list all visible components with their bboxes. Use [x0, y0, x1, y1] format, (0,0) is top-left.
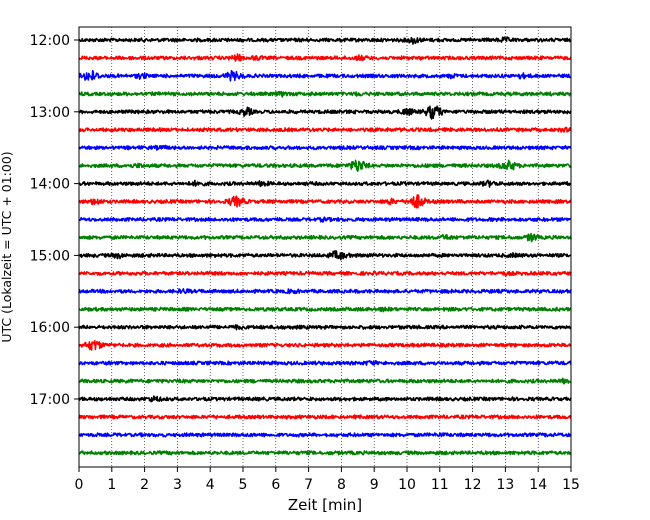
x-tick-label: 10 [398, 477, 416, 493]
trace-1330 [78, 144, 572, 151]
trace-1245 [78, 90, 572, 98]
x-axis-ticks: 0 1 2 3 4 5 6 7 8 9 10 11 12 13 14 15 [75, 467, 580, 493]
x-tick-label: 12 [464, 477, 482, 493]
seismic-traces [78, 36, 572, 456]
x-tick-label: 4 [206, 477, 215, 493]
x-tick-label: 2 [140, 477, 149, 493]
x-tick-label: 9 [370, 477, 379, 493]
x-tick-label: 7 [304, 477, 313, 493]
y-tick-label: 13:00 [30, 105, 70, 121]
trace-1545 [78, 306, 572, 313]
trace-1430 [78, 216, 572, 223]
trace-1500 [78, 250, 572, 261]
trace-1730 [78, 432, 572, 438]
x-tick-label: 3 [173, 477, 182, 493]
trace-1615 [78, 339, 572, 351]
trace-1200 [78, 36, 572, 45]
trace-1230 [78, 69, 572, 82]
x-tick-label: 11 [431, 477, 449, 493]
y-tick-label: 17:00 [30, 392, 70, 408]
trace-1515 [78, 270, 572, 277]
vertical-grid [111, 27, 539, 467]
trace-1345 [78, 159, 572, 172]
x-axis-title: Zeit [min] [288, 496, 362, 514]
y-tick-label: 14:00 [30, 177, 70, 193]
plot-frame [78, 26, 572, 468]
y-tick-label: 12:00 [30, 33, 70, 49]
trace-1745 [78, 450, 572, 456]
trace-1715 [78, 414, 572, 420]
x-tick-label: 1 [107, 477, 116, 493]
trace-1415 [78, 194, 572, 209]
trace-1630 [78, 359, 572, 366]
trace-1400 [78, 179, 572, 188]
trace-1445 [78, 232, 572, 243]
x-tick-label: 13 [496, 477, 514, 493]
x-tick-label: 0 [75, 477, 84, 493]
x-tick-label: 14 [529, 477, 547, 493]
trace-1530 [78, 288, 572, 295]
y-tick-label: 15:00 [30, 248, 70, 264]
y-axis-ticks: 12:00 13:00 14:00 15:00 16:00 17:00 [30, 33, 79, 408]
x-tick-label: 5 [239, 477, 248, 493]
trace-1315 [78, 126, 572, 133]
trace-1600 [78, 324, 572, 331]
y-axis-title: UTC (Lokalzeit = UTC + 01:00) [0, 151, 14, 342]
x-tick-label: 6 [271, 477, 280, 493]
trace-1700 [78, 395, 572, 403]
trace-1300 [78, 105, 572, 120]
y-tick-label: 16:00 [30, 320, 70, 336]
x-tick-label: 15 [562, 477, 580, 493]
x-tick-label: 8 [337, 477, 346, 493]
trace-1645 [78, 377, 572, 385]
trace-1215 [78, 53, 572, 62]
